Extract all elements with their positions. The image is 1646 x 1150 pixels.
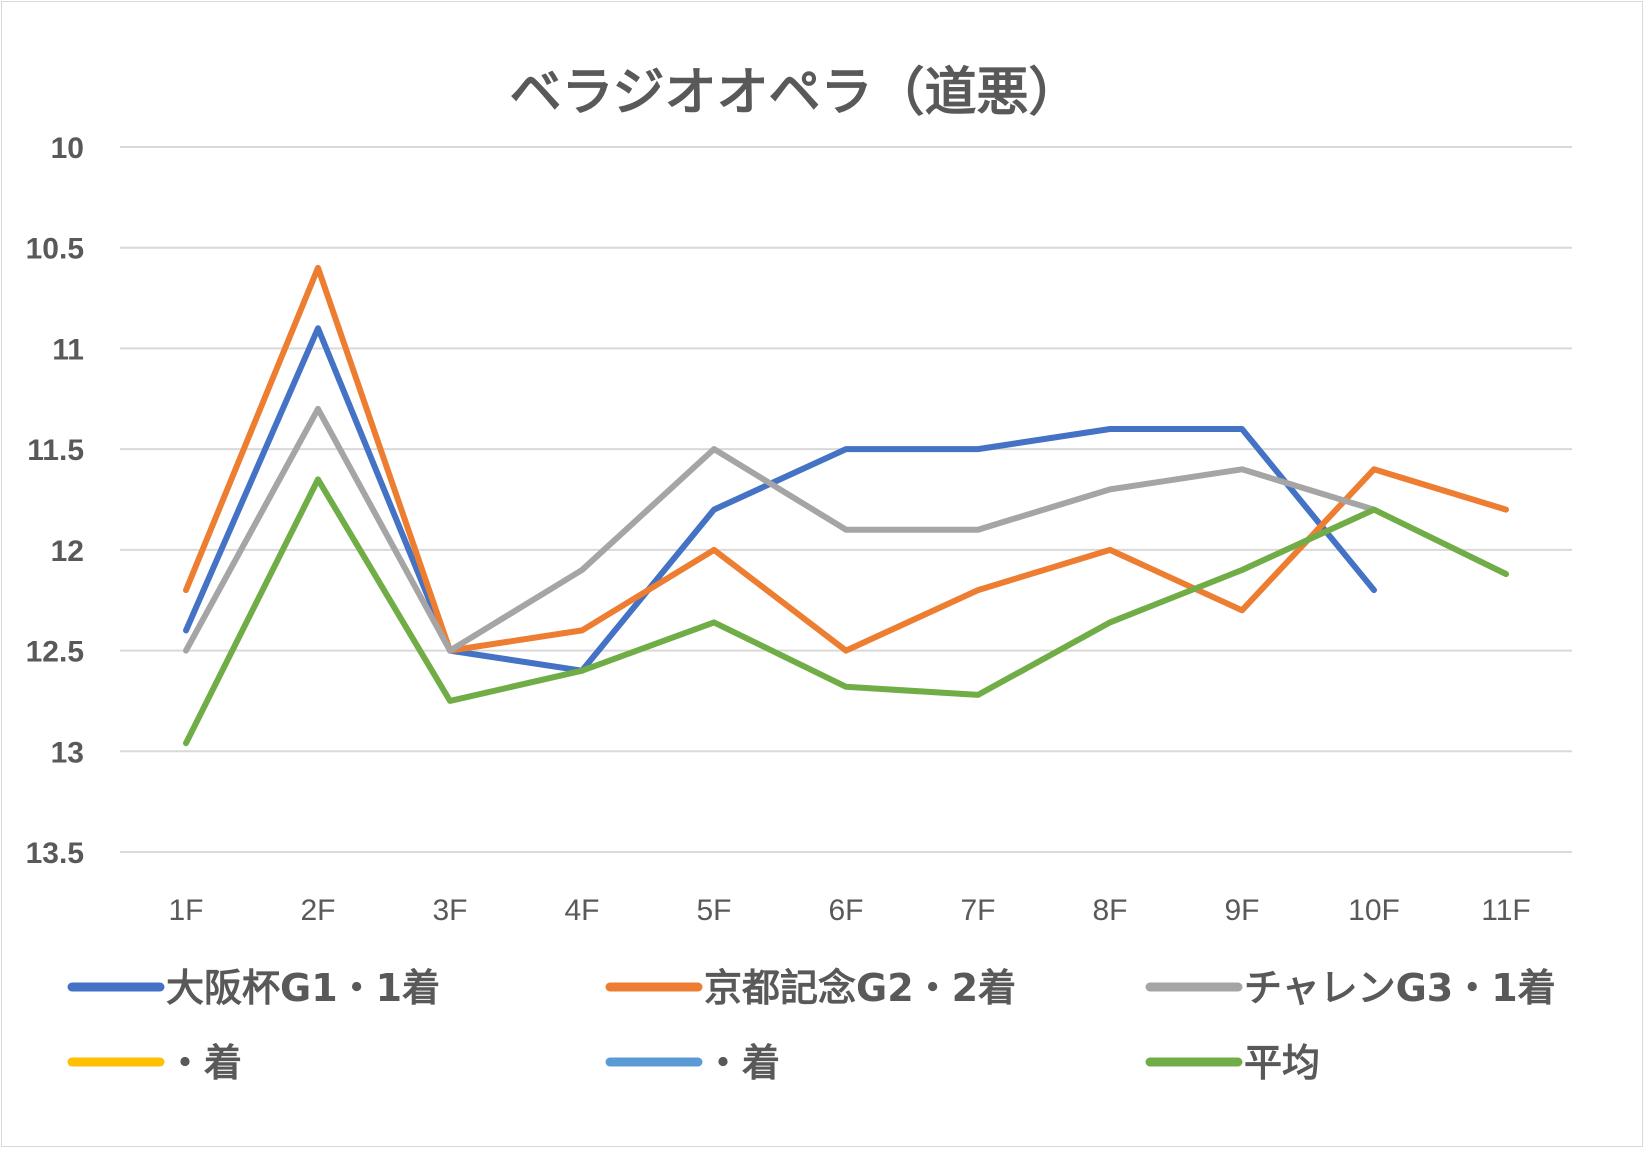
y-tick-label: 11.5 — [27, 434, 84, 467]
x-axis-tick-labels: 1F 2F 3F 4F 5F 6F 7F 8F 9F 10F 11F — [168, 894, 1530, 927]
series-line-2 — [183, 405, 1377, 654]
y-tick-label: 10 — [51, 132, 84, 165]
x-tick-label: 6F — [828, 894, 863, 927]
x-tick-label: 3F — [432, 894, 467, 927]
y-tick-label: 13.5 — [26, 837, 84, 870]
x-tick-label: 9F — [1224, 894, 1259, 927]
series-line-0 — [183, 325, 1377, 674]
x-tick-label: 11F — [1481, 894, 1530, 927]
x-tick-label: 7F — [960, 894, 995, 927]
x-tick-label: 1F — [168, 894, 203, 927]
y-tick-label: 12 — [51, 535, 84, 568]
y-tick-label: 10.5 — [26, 233, 84, 266]
legend-label: ・着 — [704, 1041, 780, 1085]
y-tick-label: 11 — [52, 333, 84, 366]
y-axis-tick-labels: 10 10.5 11 11.5 12 12.5 13 13.5 — [26, 132, 84, 870]
chart-title: ベラジオオペラ（道悪） — [510, 63, 1081, 123]
legend-label: 京都記念G2・2着 — [704, 966, 1016, 1010]
legend: 大阪杯G1・1着 京都記念G2・2着 チャレンG3・1着・着 ・着 平均 — [67, 966, 1556, 1085]
series-line-5 — [183, 476, 1509, 747]
x-tick-label: 4F — [564, 894, 599, 927]
x-tick-label: 10F — [1348, 894, 1400, 927]
y-tick-label: 12.5 — [26, 636, 84, 669]
legend-label: チャレンG3・1着 — [1244, 966, 1556, 1010]
y-tick-label: 13 — [51, 736, 84, 769]
x-tick-label: 2F — [300, 894, 335, 927]
x-tick-label: 5F — [696, 894, 731, 927]
legend-label: 平均 — [1244, 1041, 1320, 1085]
series-line-1 — [183, 264, 1509, 654]
legend-label: ・着 — [166, 1041, 242, 1085]
gridlines — [120, 146, 1572, 853]
series-lines — [183, 264, 1509, 747]
x-tick-label: 8F — [1092, 894, 1127, 927]
legend-label: 大阪杯G1・1着 — [166, 966, 440, 1010]
